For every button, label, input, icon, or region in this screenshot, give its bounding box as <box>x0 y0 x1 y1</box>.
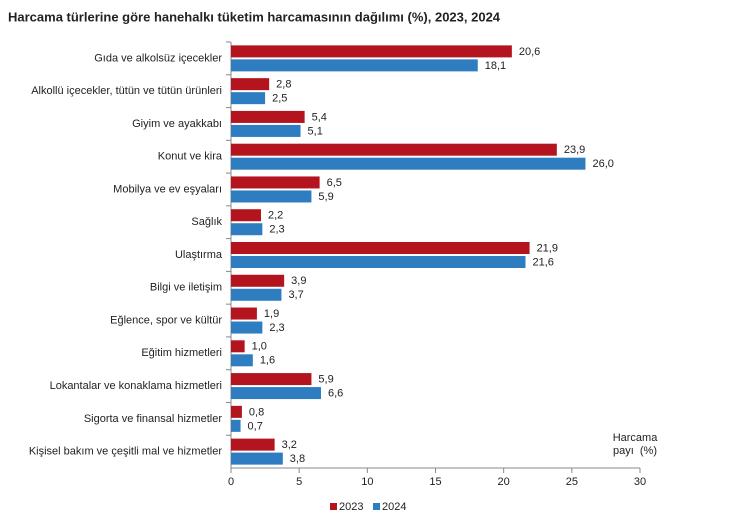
y-tick-label: Lokantalar ve konaklama hizmetleri <box>50 380 222 392</box>
legend-swatch <box>373 503 380 510</box>
value-label: 1,6 <box>260 355 275 367</box>
value-label: 1,9 <box>264 308 279 320</box>
bar <box>231 45 512 58</box>
bar <box>231 143 557 156</box>
bar <box>231 59 478 72</box>
value-label: 2,3 <box>269 322 284 334</box>
y-tick-label: Sağlık <box>191 216 222 228</box>
axis-label: Harcama <box>613 432 659 444</box>
y-tick-label: Eğlence, spor ve kültür <box>110 314 222 326</box>
value-label: 2,5 <box>272 93 287 105</box>
y-tick-label: Ulaştırma <box>175 249 223 261</box>
y-tick-label: Sigorta ve finansal hizmetler <box>84 413 223 425</box>
y-tick-label: Gıda ve alkolsüz içecekler <box>94 52 222 64</box>
bar <box>231 340 245 353</box>
x-tick-label: 10 <box>361 476 373 488</box>
value-label: 5,1 <box>308 125 323 137</box>
bar <box>231 157 586 170</box>
x-tick-label: 20 <box>498 476 510 488</box>
bar <box>231 209 261 222</box>
x-tick-label: 30 <box>634 476 646 488</box>
x-tick-label: 0 <box>228 476 234 488</box>
value-label: 21,6 <box>532 256 553 268</box>
value-label: 0,8 <box>249 406 264 418</box>
bar <box>231 190 312 203</box>
bar <box>231 92 266 105</box>
bar <box>231 307 257 320</box>
value-label: 6,5 <box>327 177 342 189</box>
value-label: 0,7 <box>248 420 263 432</box>
value-label: 3,9 <box>291 275 306 287</box>
y-tick-label: Mobilya ve ev eşyaları <box>113 183 222 195</box>
x-tick-label: 15 <box>429 476 441 488</box>
value-label: 5,9 <box>318 373 333 385</box>
bar <box>231 387 321 400</box>
value-label: 5,4 <box>312 111 327 123</box>
x-tick-label: 25 <box>566 476 578 488</box>
legend-label: 2024 <box>382 501 406 513</box>
bar <box>231 223 263 236</box>
bar <box>231 452 283 465</box>
axis-label: payı (%) <box>613 445 657 457</box>
bar <box>231 288 282 301</box>
value-label: 20,6 <box>519 46 540 58</box>
y-tick-label: Bilgi ve iletişim <box>150 282 222 294</box>
bar <box>231 242 530 254</box>
y-tick-label: Eğitim hizmetleri <box>141 347 222 359</box>
y-tick-label: Alkollü içecekler, tütün ve tütün ürünle… <box>31 85 222 97</box>
value-label: 18,1 <box>485 60 506 72</box>
value-label: 21,9 <box>537 242 558 254</box>
chart-title: Harcama türlerine göre hanehalkı tüketim… <box>8 9 501 24</box>
value-label: 6,6 <box>328 387 343 399</box>
bar <box>231 373 312 386</box>
bar <box>231 124 301 137</box>
value-label: 2,3 <box>269 224 284 236</box>
legend-swatch <box>330 503 337 510</box>
y-tick-label: Konut ve kira <box>158 151 223 163</box>
bar <box>231 274 285 287</box>
bar <box>231 321 263 334</box>
value-label: 2,2 <box>268 210 283 222</box>
bar <box>231 256 526 268</box>
value-label: 5,9 <box>318 191 333 203</box>
value-label: 3,8 <box>290 453 305 465</box>
value-label: 23,9 <box>564 144 585 156</box>
x-tick-label: 5 <box>296 476 302 488</box>
bar <box>231 176 320 189</box>
value-label: 3,7 <box>288 289 303 301</box>
y-tick-label: Giyim ve ayakkabı <box>132 118 222 130</box>
legend-label: 2023 <box>339 501 363 513</box>
y-tick-label: Kişisel bakım ve çeşitli mal ve hizmetle… <box>29 446 223 458</box>
bar <box>231 438 275 451</box>
bar <box>231 354 253 367</box>
bar <box>231 110 305 123</box>
value-label: 26,0 <box>592 158 613 170</box>
bar <box>231 78 270 91</box>
bar <box>231 419 241 432</box>
bar <box>231 405 242 418</box>
value-label: 2,8 <box>276 79 291 91</box>
value-label: 1,0 <box>252 341 267 353</box>
value-label: 3,2 <box>282 439 297 451</box>
